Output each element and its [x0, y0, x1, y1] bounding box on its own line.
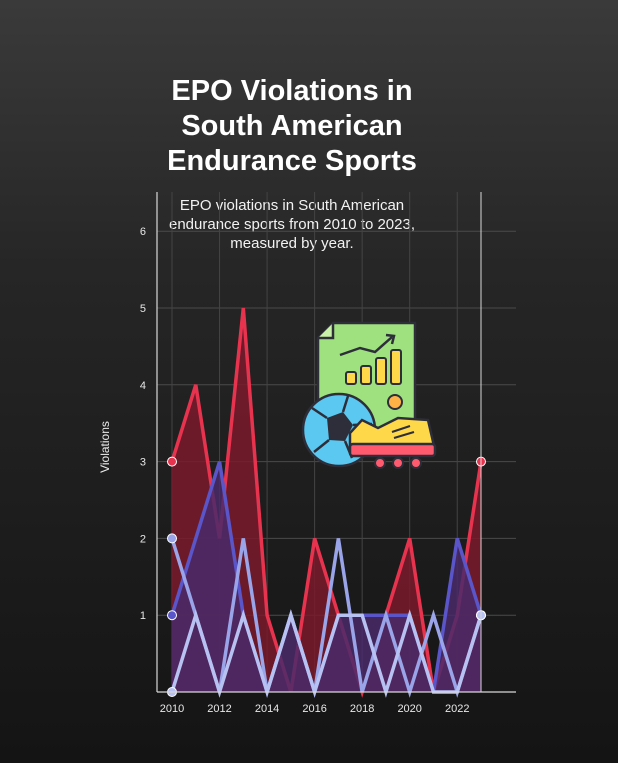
x-tick-label: 2022: [445, 703, 469, 715]
axes: 1 2 3 4 5 6 2010 2012 2014 2016 2018 2020 2022: [140, 192, 516, 715]
y-tick-label: 1: [140, 610, 146, 622]
y-tick-label: 6: [140, 226, 146, 238]
x-tick-label: 2016: [302, 703, 326, 715]
x-tick-label: 2014: [255, 703, 279, 715]
y-tick-label: 3: [140, 457, 146, 469]
series-layer: [167, 307, 486, 698]
series-3-line: [170, 537, 483, 698]
series-4-line: [170, 609, 483, 698]
soccer-stats-report-icon: [301, 321, 437, 469]
chart-title: EPO Violations in South American Enduran…: [167, 75, 417, 177]
x-tick-label: 2020: [397, 703, 421, 715]
x-tick-label: 2012: [207, 703, 231, 715]
chart-subtitle: EPO violations in South American enduran…: [169, 197, 415, 252]
series-2-start-point: [167, 610, 177, 621]
y-tick-label: 2: [140, 533, 146, 545]
x-tick-label: 2010: [160, 703, 184, 715]
x-tick-label: 2018: [350, 703, 374, 715]
series-1-start-point: [167, 456, 177, 467]
series-3-start-point: [167, 533, 177, 544]
y-tick-label: 5: [140, 303, 146, 315]
y-tick-label: 4: [140, 380, 146, 392]
